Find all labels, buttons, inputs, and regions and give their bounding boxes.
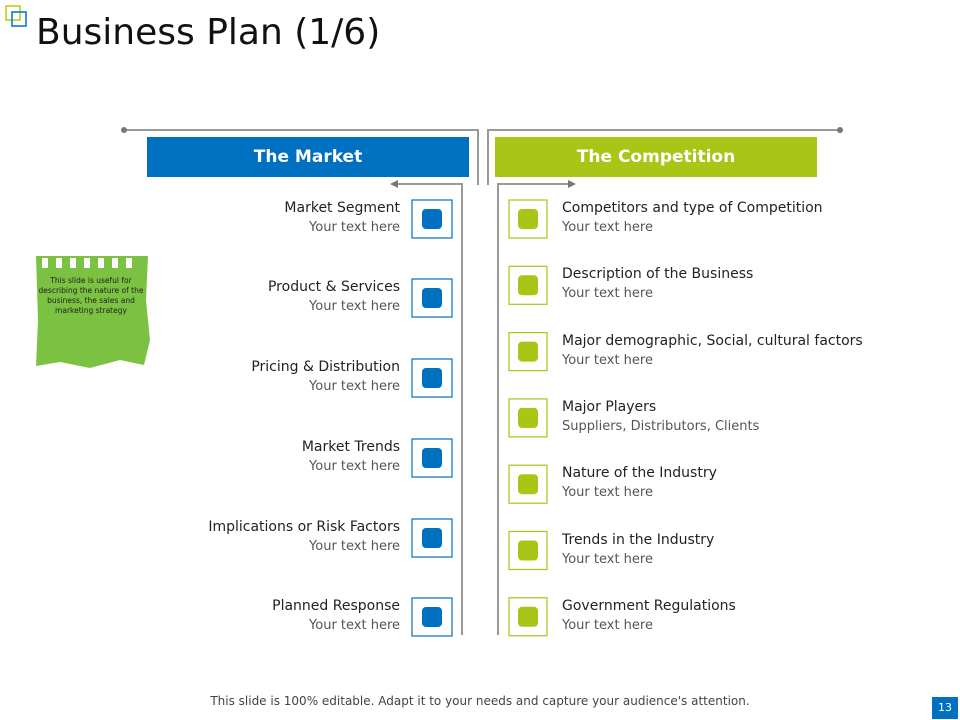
icon [422, 607, 442, 627]
item-text: Your text here [309, 618, 400, 633]
item-title: Market Segment [284, 200, 400, 216]
icon-box [411, 518, 453, 558]
item-text: Your text here [562, 220, 653, 235]
item-title: Nature of the Industry [562, 465, 717, 482]
dot [837, 127, 843, 133]
market-header-bar [147, 137, 469, 177]
item-title: Government Regulations [562, 597, 736, 614]
icon [518, 540, 538, 561]
item-title: Description of the Business [562, 266, 754, 283]
item-text: Your text here [309, 299, 400, 314]
arrow [390, 180, 398, 188]
note: This slide is useful for describing the … [38, 276, 144, 315]
bracket [124, 129, 479, 185]
item-text: Your text here [309, 220, 400, 235]
icon [422, 288, 442, 308]
dot [121, 127, 127, 133]
item-text: Your text here [562, 551, 653, 567]
connector [394, 183, 463, 635]
competition-header-bar [495, 137, 817, 177]
icon-box [508, 530, 548, 571]
item-title: Major demographic, Social, cultural fact… [562, 332, 863, 349]
item-text: Your text here [562, 352, 653, 368]
icon [422, 528, 442, 548]
item-text: Your text here [562, 617, 653, 633]
item-text: Your text here [562, 286, 653, 302]
item-title: Competitors and type of Competition [562, 200, 823, 216]
item-text: Your text here [562, 485, 653, 501]
icon-box [508, 464, 548, 504]
arrow [568, 180, 576, 188]
item-title: Major Players [562, 398, 657, 415]
icon [518, 606, 538, 627]
corner-mark [11, 11, 27, 27]
item-text: Suppliers, Distributors, Clients [562, 418, 760, 434]
item-title: Planned Response [272, 598, 400, 614]
competition-heading: The Competition [576, 147, 736, 167]
icon [422, 209, 442, 229]
connector [497, 183, 572, 635]
item-text: Your text here [309, 459, 400, 474]
item-text: Your text here [309, 539, 400, 554]
sticky-note [36, 256, 150, 368]
item-title: Trends in the Industry [562, 531, 715, 548]
title: Business Plan (1/6) [36, 12, 381, 53]
icon [518, 407, 538, 428]
footer: This slide is 100% editable. Adapt it to… [210, 694, 750, 708]
item-title: Market Trends [301, 439, 400, 455]
icon [518, 474, 538, 495]
item-title: Pricing & Distribution [251, 359, 400, 375]
corner-mark [5, 5, 21, 21]
item-title: Implications or Risk Factors [208, 519, 400, 535]
page-number: 13 [932, 697, 958, 719]
note-tabs [42, 258, 132, 268]
icon [518, 341, 538, 362]
icon [518, 275, 538, 296]
bracket [487, 129, 840, 185]
item-title: Product & Services [267, 279, 400, 295]
icon [422, 448, 442, 468]
item-text: Your text here [309, 379, 400, 394]
icon [518, 209, 538, 229]
market-heading: The Market [253, 147, 363, 167]
icon [422, 368, 442, 388]
